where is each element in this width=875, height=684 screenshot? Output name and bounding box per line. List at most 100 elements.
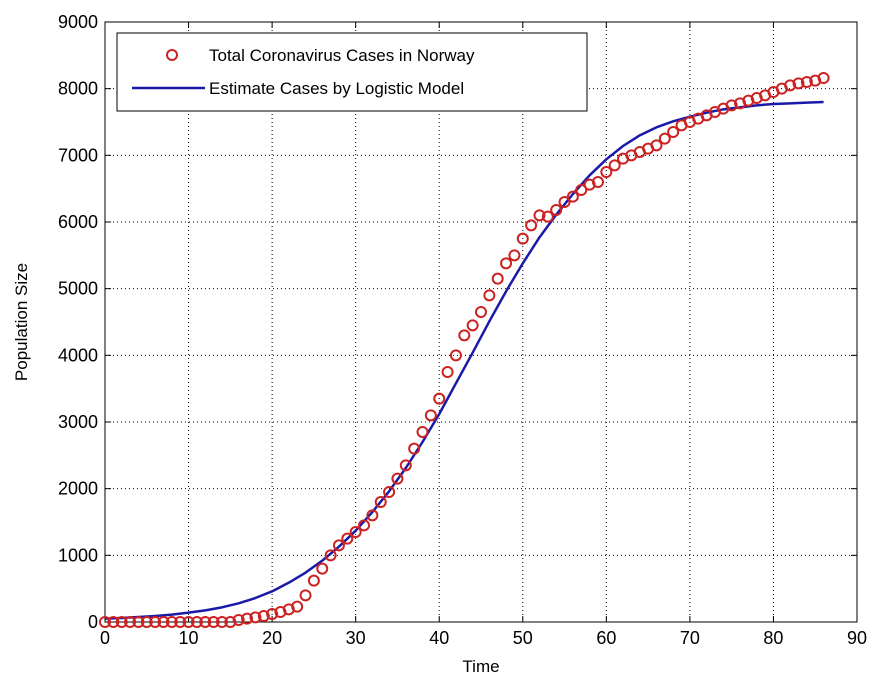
case-data-point bbox=[115, 616, 128, 628]
case-data-point bbox=[266, 608, 279, 620]
case-data-point bbox=[316, 562, 329, 575]
case-data-point bbox=[383, 486, 396, 498]
case-data-point bbox=[140, 616, 153, 628]
case-data-point bbox=[608, 159, 621, 172]
y-tick-label: 6000 bbox=[58, 212, 98, 232]
y-axis-label: Population Size bbox=[12, 263, 31, 381]
case-data-point bbox=[157, 616, 170, 628]
y-tick-label: 1000 bbox=[58, 545, 98, 565]
case-data-point bbox=[399, 459, 412, 472]
case-data-point bbox=[817, 72, 830, 84]
case-data-point bbox=[165, 616, 178, 628]
series-marks bbox=[99, 72, 830, 628]
axes-box bbox=[104, 21, 858, 623]
case-data-point bbox=[550, 204, 563, 216]
case-data-point bbox=[341, 532, 354, 545]
case-data-point bbox=[249, 611, 262, 624]
case-data-point bbox=[792, 77, 805, 90]
axes bbox=[104, 21, 858, 623]
case-data-point bbox=[349, 526, 362, 538]
case-data-point bbox=[558, 196, 571, 208]
case-data-point bbox=[207, 616, 220, 628]
case-data-point bbox=[541, 210, 554, 223]
case-data-point bbox=[458, 329, 471, 342]
case-data-point bbox=[199, 616, 212, 628]
case-data-point bbox=[257, 610, 270, 622]
case-data-point bbox=[332, 539, 345, 552]
legend-label: Total Coronavirus Cases in Norway bbox=[209, 46, 475, 65]
case-data-point bbox=[107, 616, 120, 628]
legend-box bbox=[116, 32, 588, 112]
case-data-point bbox=[800, 76, 813, 88]
case-data-point bbox=[124, 616, 137, 628]
case-data-point bbox=[483, 289, 496, 302]
case-data-point bbox=[232, 614, 245, 626]
case-data-point bbox=[416, 426, 429, 438]
y-tick-label: 9000 bbox=[58, 12, 98, 32]
x-tick-label: 60 bbox=[596, 628, 616, 648]
case-data-point bbox=[441, 366, 454, 378]
legend-marker-cases bbox=[166, 49, 178, 61]
tick-labels: 0 10 20 30 40 50 60 70 80 90 0 1000 2000 3000 4000 5000… bbox=[58, 12, 867, 648]
x-tick-label: 20 bbox=[262, 628, 282, 648]
case-data-point bbox=[174, 616, 187, 628]
case-data-point bbox=[215, 616, 228, 628]
x-tick-label: 50 bbox=[513, 628, 533, 648]
legend: Total Coronavirus Cases in Norway Estimat… bbox=[116, 32, 588, 112]
x-tick-label: 30 bbox=[346, 628, 366, 648]
case-data-point bbox=[241, 612, 254, 625]
plot-area bbox=[105, 22, 857, 622]
x-tick-label: 40 bbox=[429, 628, 449, 648]
case-data-point bbox=[650, 139, 663, 152]
y-tick-label: 4000 bbox=[58, 345, 98, 365]
case-data-point bbox=[475, 306, 487, 318]
case-data-point bbox=[466, 319, 479, 332]
case-data-point bbox=[299, 589, 312, 602]
case-data-point bbox=[307, 574, 320, 587]
case-data-point bbox=[566, 190, 579, 203]
case-data-point bbox=[575, 184, 588, 196]
case-data-point bbox=[149, 616, 162, 628]
x-tick-label: 80 bbox=[763, 628, 783, 648]
case-data-point bbox=[374, 496, 387, 508]
case-data-point bbox=[784, 79, 797, 92]
case-data-point bbox=[358, 519, 371, 532]
case-data-point bbox=[725, 99, 738, 112]
case-data-point bbox=[391, 472, 404, 485]
case-data-point bbox=[366, 509, 379, 522]
y-tick-label: 0 bbox=[88, 612, 98, 632]
case-data-point bbox=[190, 616, 203, 628]
case-data-point bbox=[132, 616, 145, 628]
case-data-point bbox=[516, 232, 529, 245]
case-data-point bbox=[449, 349, 462, 362]
case-data-point bbox=[658, 132, 671, 145]
y-tick-label: 5000 bbox=[58, 279, 98, 299]
case-data-point bbox=[182, 616, 195, 628]
x-tick-label: 10 bbox=[179, 628, 199, 648]
x-tick-label: 70 bbox=[680, 628, 700, 648]
case-data-point bbox=[324, 549, 337, 562]
case-data-point bbox=[508, 249, 521, 262]
case-data-point bbox=[433, 392, 446, 405]
x-tick-label: 90 bbox=[847, 628, 867, 648]
case-data-point bbox=[99, 616, 111, 628]
case-data-point bbox=[291, 600, 304, 613]
y-tick-label: 3000 bbox=[58, 412, 98, 432]
x-axis-label: Time bbox=[462, 657, 499, 676]
y-tick-label: 2000 bbox=[58, 479, 98, 499]
y-tick-label: 7000 bbox=[58, 145, 98, 165]
case-data-point bbox=[533, 209, 546, 222]
logistic-model-line bbox=[104, 100, 824, 620]
x-tick-label: 0 bbox=[100, 628, 110, 648]
case-data-point bbox=[224, 616, 237, 628]
case-data-point bbox=[500, 257, 513, 270]
legend-label: Estimate Cases by Logistic Model bbox=[209, 79, 464, 98]
case-data-point bbox=[424, 409, 437, 422]
case-data-point bbox=[525, 219, 538, 232]
case-data-point bbox=[491, 272, 504, 285]
case-data-point bbox=[667, 126, 680, 138]
case-data-point bbox=[408, 442, 421, 455]
case-data-point bbox=[600, 166, 613, 178]
